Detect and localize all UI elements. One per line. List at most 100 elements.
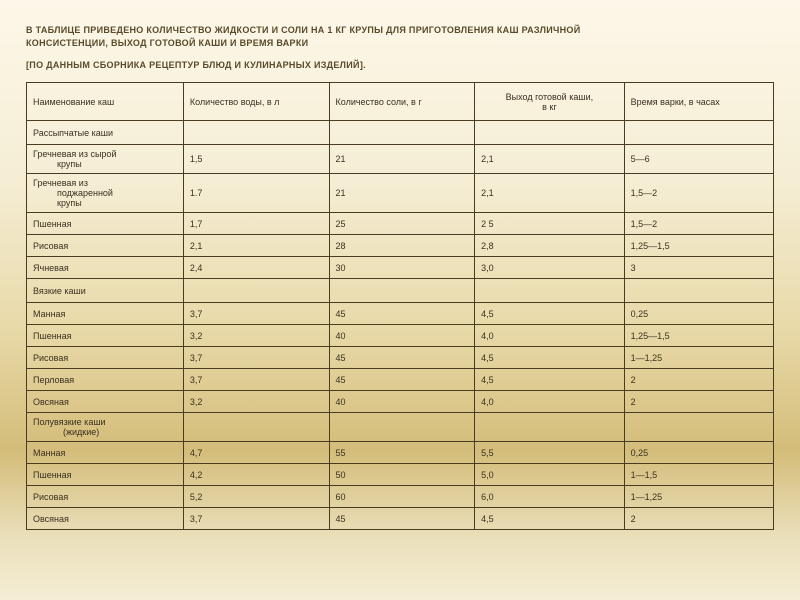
water-cell: 4,7 (183, 442, 329, 464)
yield-cell: 4,0 (475, 325, 624, 347)
table-row: Пшенная 3,2 40 4,0 1,25—1,5 (27, 325, 774, 347)
water-cell: 1.7 (183, 174, 329, 213)
col-header-salt: Количество соли, в г (329, 83, 475, 121)
salt-cell: 45 (329, 347, 475, 369)
col-header-yield-l2: в кг (481, 102, 617, 112)
salt-cell: 45 (329, 508, 475, 530)
water-cell: 3,2 (183, 391, 329, 413)
table-row: Манная 4,7 55 5,5 0,25 (27, 442, 774, 464)
name-cell: Пшенная (27, 213, 184, 235)
table-row: Гречневая из сырой крупы 1,5 21 2,1 5—6 (27, 145, 774, 174)
table-row: Ячневая 2,4 30 3,0 3 (27, 257, 774, 279)
time-cell: 0,25 (624, 303, 773, 325)
table-row: Перловая 3,7 45 4,5 2 (27, 369, 774, 391)
salt-cell: 21 (329, 145, 475, 174)
yield-cell: 5,5 (475, 442, 624, 464)
yield-cell: 3,0 (475, 257, 624, 279)
yield-cell: 2,1 (475, 145, 624, 174)
yield-cell: 2,8 (475, 235, 624, 257)
yield-cell: 6,0 (475, 486, 624, 508)
water-cell: 3,7 (183, 508, 329, 530)
col-header-yield: Выход готовой каши, в кг (475, 83, 624, 121)
yield-cell: 5,0 (475, 464, 624, 486)
col-header-name: Наименование каш (27, 83, 184, 121)
water-cell: 5,2 (183, 486, 329, 508)
yield-cell: 4,5 (475, 369, 624, 391)
name-cell: Овсяная (27, 391, 184, 413)
salt-cell: 40 (329, 325, 475, 347)
yield-cell: 2,1 (475, 174, 624, 213)
salt-cell: 55 (329, 442, 475, 464)
title-line-1: В ТАБЛИЦЕ ПРИВЕДЕНО КОЛИЧЕСТВО ЖИДКОСТИ … (26, 25, 581, 35)
table-header-row: Наименование каш Количество воды, в л Ко… (27, 83, 774, 121)
name-cell: Рисовая (27, 486, 184, 508)
yield-cell: 4,5 (475, 347, 624, 369)
salt-cell: 45 (329, 303, 475, 325)
salt-cell: 60 (329, 486, 475, 508)
table-row: Гречневая из поджаренной крупы 1.7 21 2,… (27, 174, 774, 213)
time-cell: 1,25—1,5 (624, 325, 773, 347)
salt-cell: 40 (329, 391, 475, 413)
time-cell: 1,5—2 (624, 174, 773, 213)
section-label: Полувязкие каши (жидкие) (27, 413, 184, 442)
name-cell: Ячневая (27, 257, 184, 279)
water-cell: 3,7 (183, 369, 329, 391)
water-cell: 4,2 (183, 464, 329, 486)
salt-cell: 45 (329, 369, 475, 391)
page-title: В ТАБЛИЦЕ ПРИВЕДЕНО КОЛИЧЕСТВО ЖИДКОСТИ … (26, 24, 774, 50)
name-cell: Манная (27, 442, 184, 464)
col-header-time: Время варки, в часах (624, 83, 773, 121)
name-cell: Рисовая (27, 347, 184, 369)
porridge-table: Наименование каш Количество воды, в л Ко… (26, 82, 774, 530)
table-row: Пшенная 1,7 25 2 5 1,5—2 (27, 213, 774, 235)
water-cell: 1,7 (183, 213, 329, 235)
page-subtitle: [ПО ДАННЫМ СБОРНИКА РЕЦЕПТУР БЛЮД И КУЛИ… (26, 60, 774, 70)
table-row: Овсяная 3,2 40 4,0 2 (27, 391, 774, 413)
name-cell: Овсяная (27, 508, 184, 530)
water-cell: 3,2 (183, 325, 329, 347)
name-cell: Манная (27, 303, 184, 325)
table-row: Пшенная 4,2 50 5,0 1—1,5 (27, 464, 774, 486)
time-cell: 1,25—1,5 (624, 235, 773, 257)
col-header-yield-l1: Выход готовой каши, (481, 92, 617, 102)
section-label: Рассыпчатые каши (27, 121, 184, 145)
table-row: Рисовая 2,1 28 2,8 1,25—1,5 (27, 235, 774, 257)
time-cell: 2 (624, 508, 773, 530)
name-cell: Гречневая из сырой крупы (27, 145, 184, 174)
water-cell: 3,7 (183, 303, 329, 325)
time-cell: 1—1,25 (624, 347, 773, 369)
yield-cell: 4,5 (475, 303, 624, 325)
name-cell: Пшенная (27, 464, 184, 486)
time-cell: 0,25 (624, 442, 773, 464)
section-row: Полувязкие каши (жидкие) (27, 413, 774, 442)
yield-cell: 4,5 (475, 508, 624, 530)
table-row: Манная 3,7 45 4,5 0,25 (27, 303, 774, 325)
water-cell: 2,4 (183, 257, 329, 279)
name-cell: Рисовая (27, 235, 184, 257)
yield-cell: 4,0 (475, 391, 624, 413)
yield-cell: 2 5 (475, 213, 624, 235)
table-row: Рисовая 3,7 45 4,5 1—1,25 (27, 347, 774, 369)
time-cell: 5—6 (624, 145, 773, 174)
water-cell: 1,5 (183, 145, 329, 174)
water-cell: 2,1 (183, 235, 329, 257)
salt-cell: 21 (329, 174, 475, 213)
col-header-water: Количество воды, в л (183, 83, 329, 121)
section-label: Вязкие каши (27, 279, 184, 303)
section-row: Рассыпчатые каши (27, 121, 774, 145)
title-line-2: КОНСИСТЕНЦИИ, ВЫХОД ГОТОВОЙ КАШИ И ВРЕМЯ… (26, 38, 308, 48)
name-cell: Перловая (27, 369, 184, 391)
salt-cell: 50 (329, 464, 475, 486)
time-cell: 2 (624, 391, 773, 413)
time-cell: 2 (624, 369, 773, 391)
table-row: Рисовая 5,2 60 6,0 1—1,25 (27, 486, 774, 508)
name-cell: Гречневая из поджаренной крупы (27, 174, 184, 213)
time-cell: 1,5—2 (624, 213, 773, 235)
salt-cell: 25 (329, 213, 475, 235)
name-cell: Пшенная (27, 325, 184, 347)
time-cell: 3 (624, 257, 773, 279)
water-cell: 3,7 (183, 347, 329, 369)
section-row: Вязкие каши (27, 279, 774, 303)
time-cell: 1—1,25 (624, 486, 773, 508)
salt-cell: 30 (329, 257, 475, 279)
